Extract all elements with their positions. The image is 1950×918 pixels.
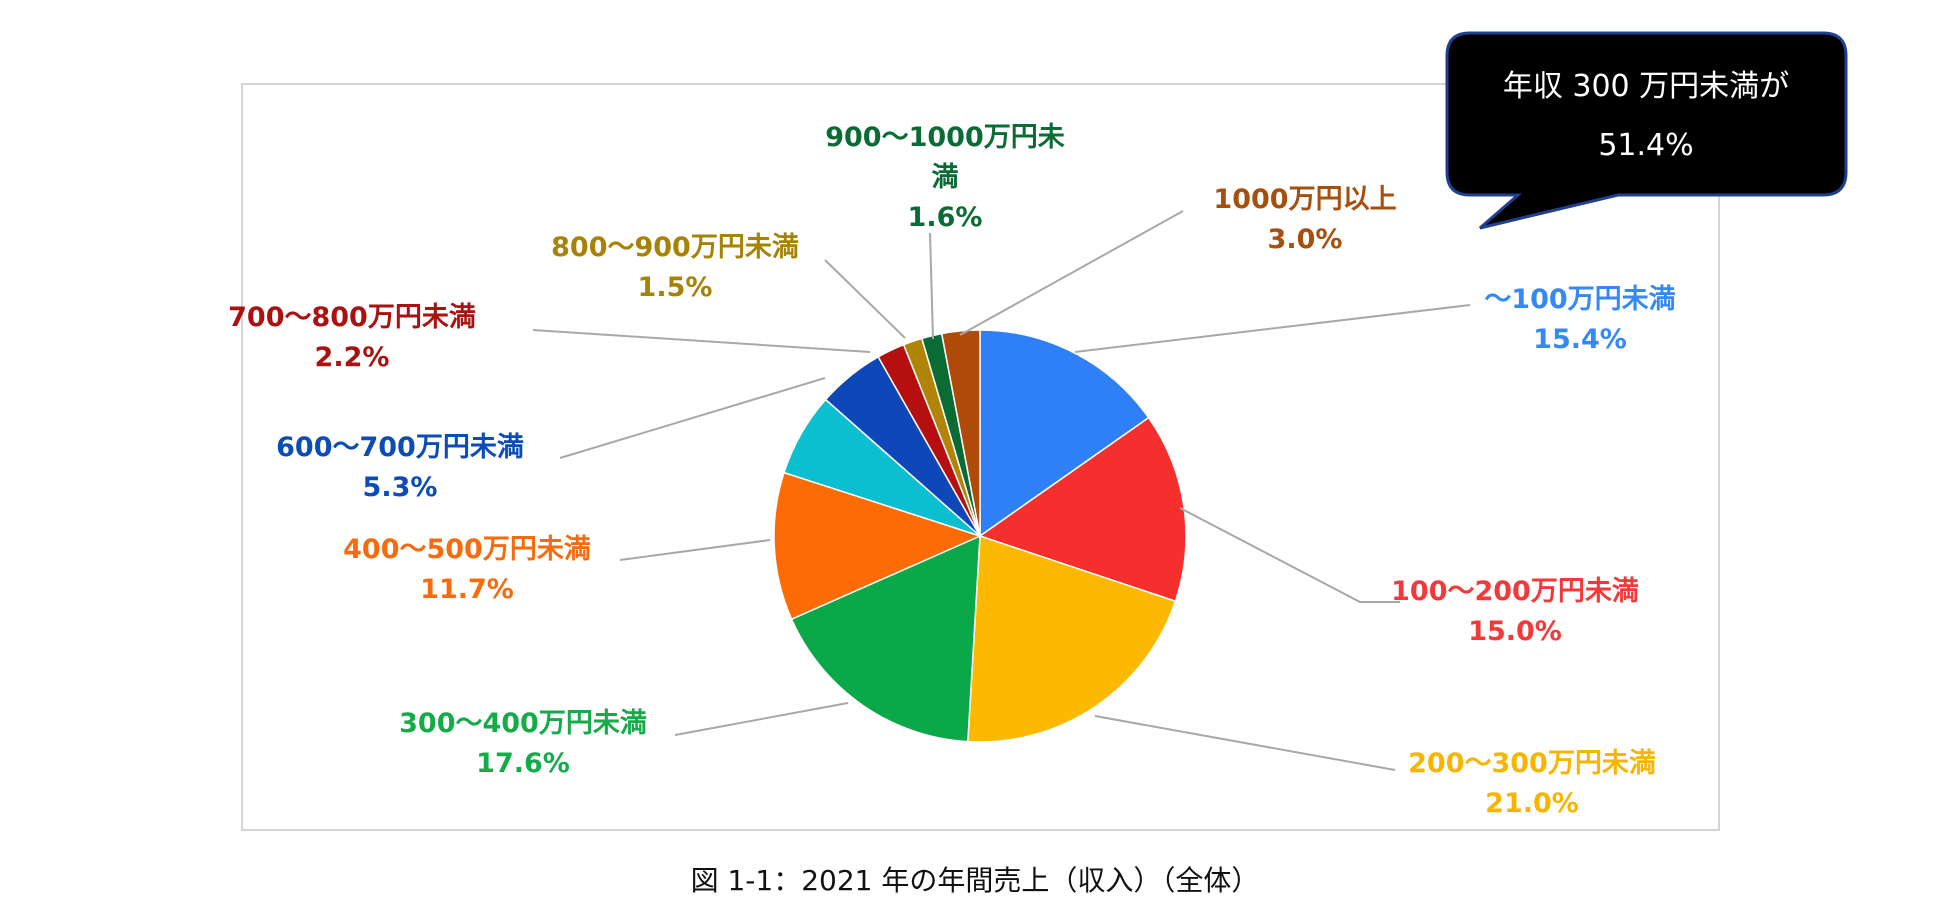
leader-lines (532, 210, 1471, 771)
slice-8-value-label: 2.2% (315, 342, 390, 373)
slice-9-leader-line (824, 259, 906, 339)
slice-11-wedge (940, 329, 981, 537)
slice-3-leader-line (1094, 715, 1396, 771)
slice-1-leader-line (1074, 304, 1471, 353)
slice-3-value-label: 21.0% (1485, 788, 1579, 819)
slice-4-wedge (790, 534, 981, 743)
slice-8-category-label: 700〜800万円未満 (228, 302, 476, 333)
figure-caption: 図 1-1：2021 年の年間売上（収入）（全体） (691, 864, 1260, 897)
slice-8-leader-line (532, 329, 871, 353)
slice-10-value-label: 1.6% (908, 202, 983, 233)
pie-slices (773, 329, 1187, 743)
slice-7-category-label: 600〜700万円未満 (276, 432, 524, 463)
slice-11-leader-line (959, 210, 1184, 336)
slice-9-value-label: 1.5% (638, 272, 713, 303)
slice-10-category-label-2: 満 (932, 162, 959, 193)
slice-2-category-label: 100〜200万円未満 (1391, 576, 1639, 607)
slice-5-category-label: 400〜500万円未満 (343, 534, 591, 565)
slice-1-value-label: 15.4% (1533, 324, 1627, 355)
slice-2-value-label: 15.0% (1468, 616, 1562, 647)
slice-5-wedge (773, 471, 983, 621)
slice-4-category-label: 300〜400万円未満 (399, 708, 647, 739)
slice-5-leader-line (619, 539, 771, 561)
slice-5-value-label: 11.7% (420, 574, 514, 605)
slice-2-leader-line (1179, 507, 1400, 603)
slice-9-category-label: 800〜900万円未満 (551, 232, 799, 263)
slice-labels: 〜100万円未満 15.4% 100〜200万円未満 15.0% 200〜300万円未満… (228, 122, 1676, 819)
slice-10-category-label-1: 900〜1000万円未 (825, 122, 1065, 153)
callout-bubble: 年収 300 万円未満が 51.4% (1445, 31, 1848, 230)
slice-11-category-label: 1000万円以上 (1213, 184, 1396, 215)
slice-3-category-label: 200〜300万円未満 (1408, 748, 1656, 779)
slice-4-leader-line (674, 702, 849, 736)
slice-1-wedge (979, 329, 1150, 538)
callout-shape (1445, 31, 1848, 230)
slice-7-leader-line (559, 377, 826, 459)
slice-3-wedge (967, 534, 1177, 743)
callout-line-1: 年収 300 万円未満が (1503, 69, 1789, 104)
slice-10-leader-line (929, 232, 934, 340)
slice-4-value-label: 17.6% (476, 748, 570, 779)
callout-line-2: 51.4% (1598, 128, 1693, 163)
slice-1-category-label: 〜100万円未満 (1484, 284, 1675, 315)
slice-7-value-label: 5.3% (363, 472, 438, 503)
slice-2-wedge (978, 416, 1187, 603)
slice-11-value-label: 3.0% (1268, 224, 1343, 255)
